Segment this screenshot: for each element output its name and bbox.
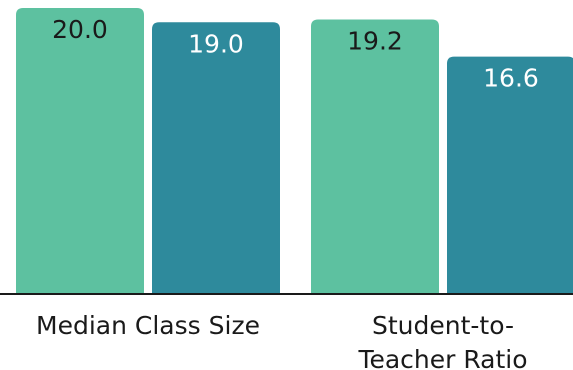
bar-1-1 bbox=[16, 8, 144, 294]
bar-2-2 bbox=[447, 56, 573, 294]
category-label-2-line-2: Teacher Ratio bbox=[357, 345, 527, 370]
category-label-1-line-1: Median Class Size bbox=[36, 311, 260, 340]
category-label-2: Student-to- Teacher Ratio bbox=[357, 311, 527, 370]
category-label-1: Median Class Size bbox=[36, 311, 260, 340]
category-labels-layer: Median Class Size Student-to- Teacher Rati… bbox=[36, 311, 528, 370]
bars-layer bbox=[16, 8, 573, 295]
value-label-2-1: 19.2 bbox=[347, 26, 403, 55]
value-labels-layer: 20.0 19.0 19.2 16.6 bbox=[52, 15, 539, 93]
bar-2-1 bbox=[311, 19, 439, 294]
category-label-2-line-1: Student-to- bbox=[372, 311, 514, 340]
value-label-1-2: 19.0 bbox=[188, 29, 244, 58]
value-label-2-2: 16.6 bbox=[483, 64, 539, 93]
value-label-1-1: 20.0 bbox=[52, 15, 108, 44]
bar-1-2 bbox=[152, 22, 280, 295]
